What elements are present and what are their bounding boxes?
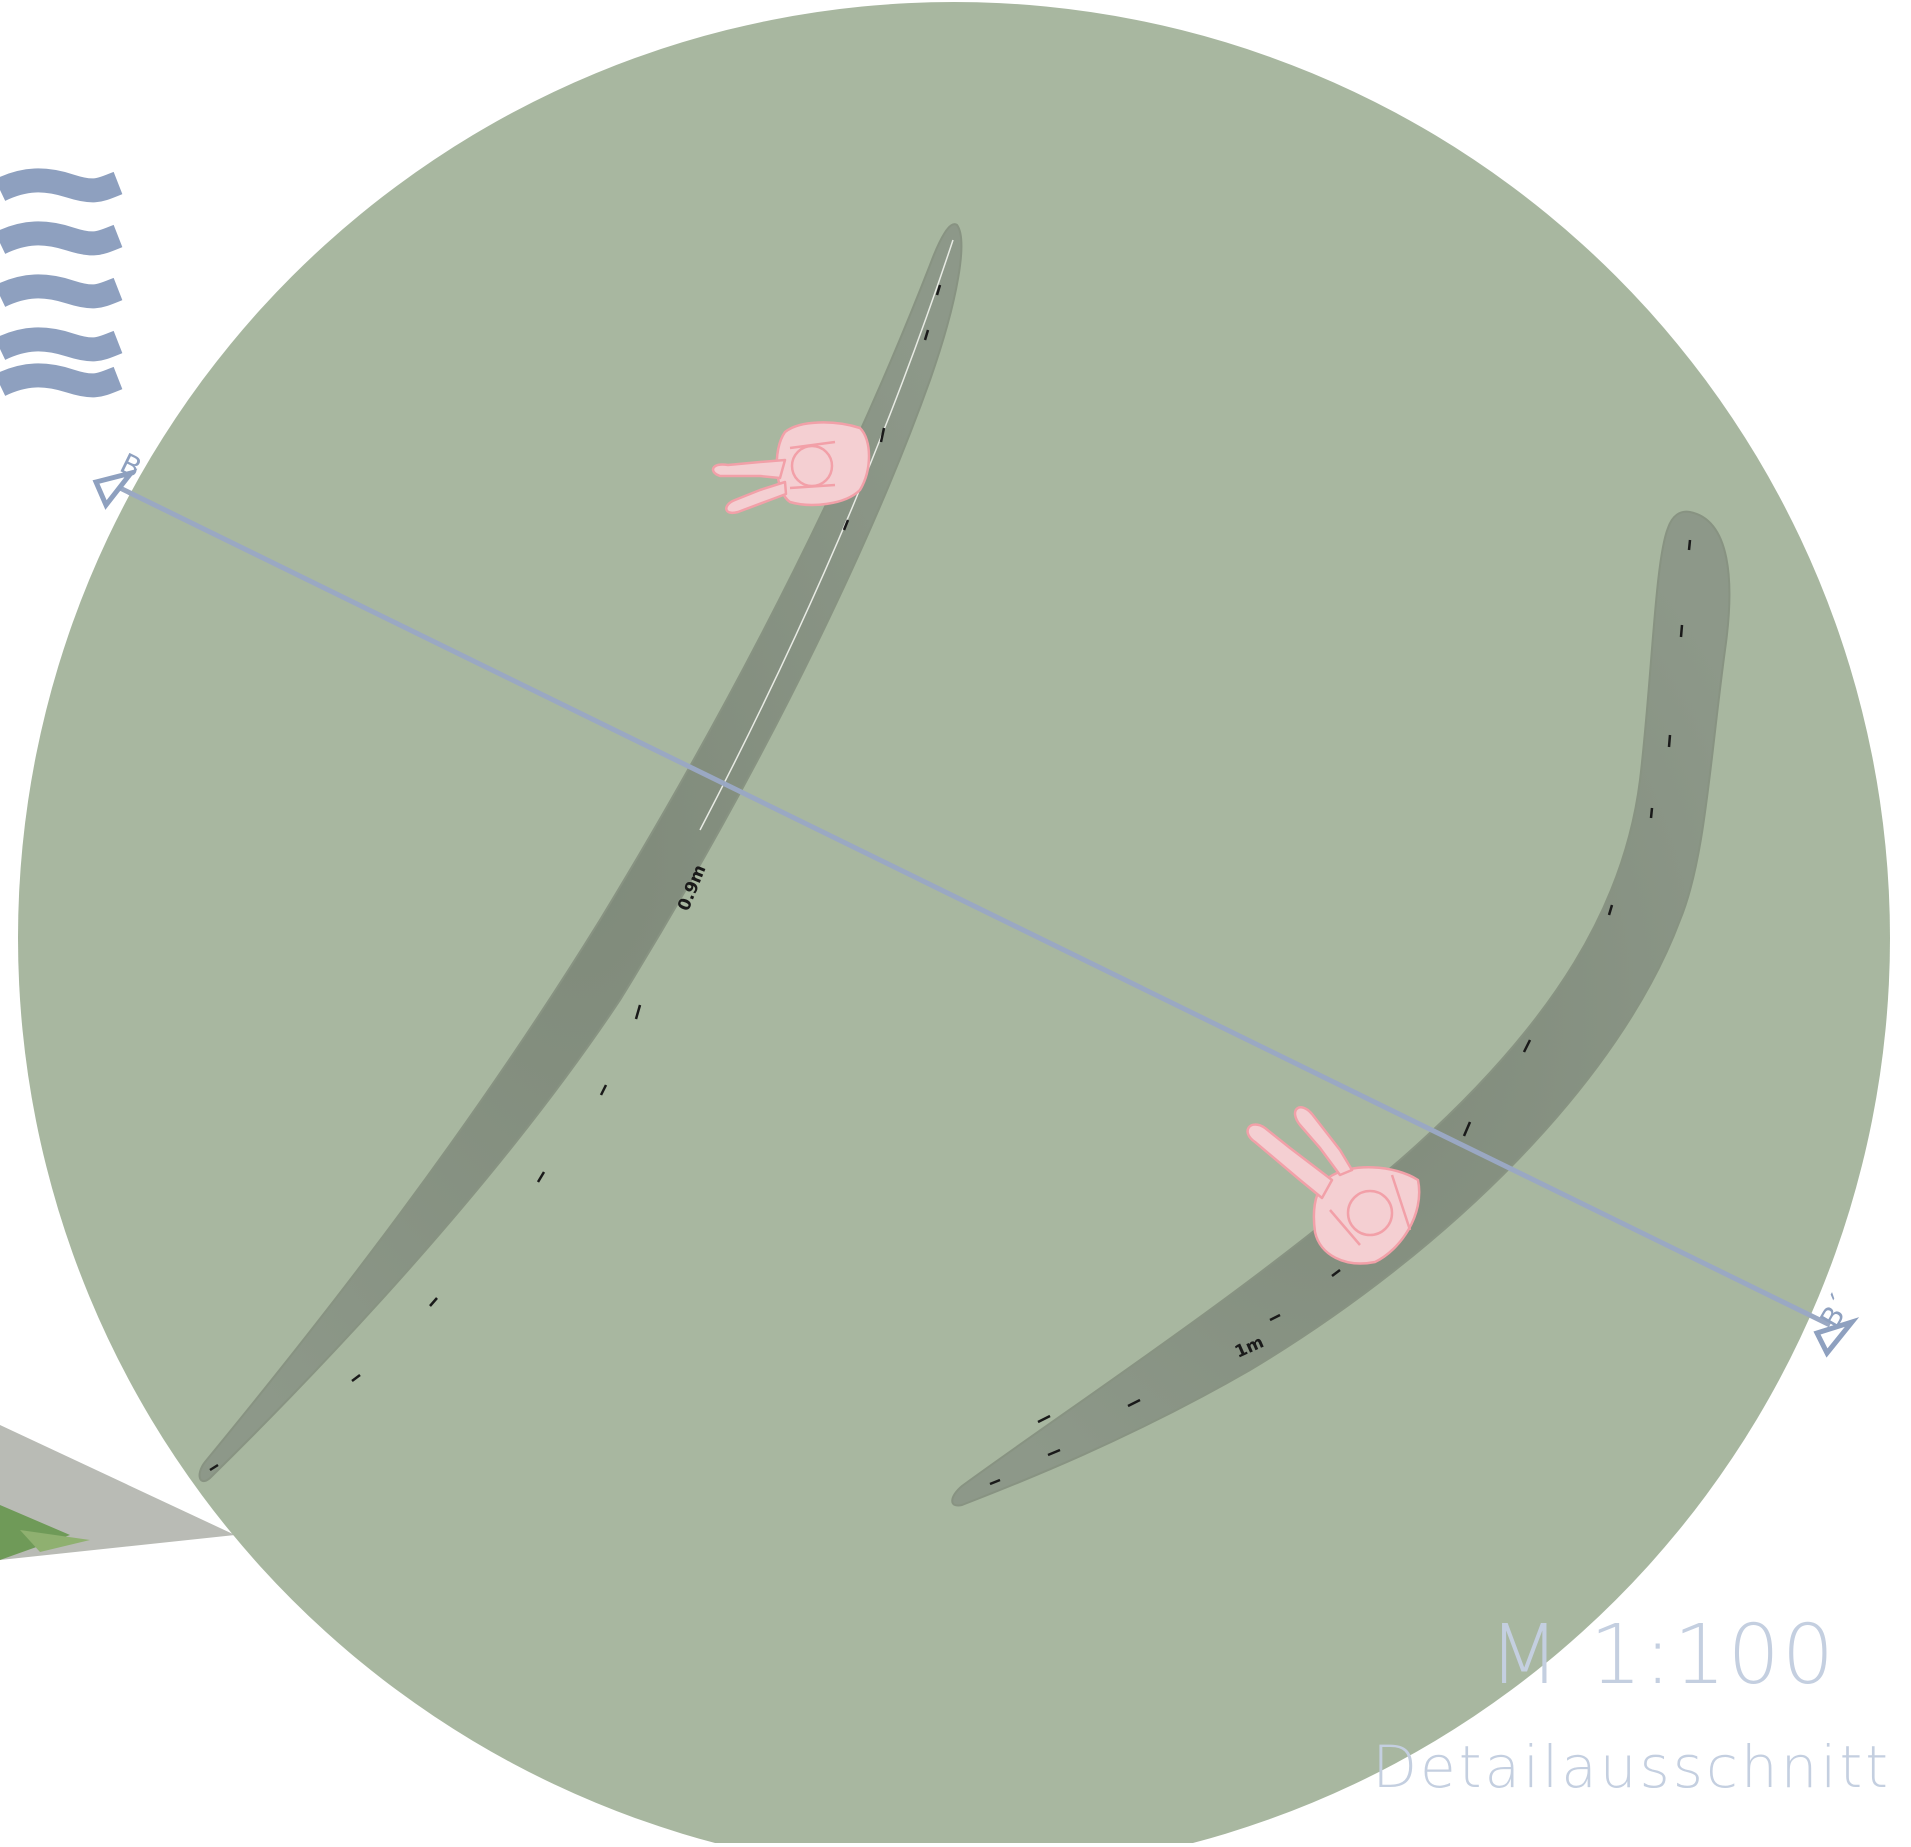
scale-title: Detailausschnitt [1372,1733,1891,1801]
section-end-label: B´ [1813,1288,1858,1333]
detail-circle [18,2,1890,1847]
water-waves-icon [0,168,123,398]
person-icon [711,421,871,515]
section-marker-icon [1813,1317,1860,1358]
person-icon [1246,1106,1421,1265]
section-marker-icon [92,468,138,510]
bench-2 [951,510,1731,1507]
bench-1 [198,223,963,1483]
scale-ratio: M 1:100 [1488,1608,1836,1703]
photo-fragment [0,1425,235,1560]
section-line [92,468,1860,1358]
